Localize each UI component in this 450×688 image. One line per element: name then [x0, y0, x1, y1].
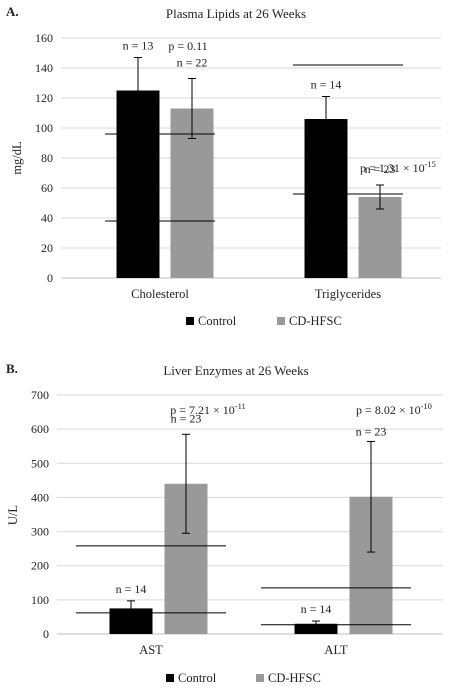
- y-tick-label: 160: [35, 31, 53, 45]
- y-tick-label: 100: [35, 121, 53, 135]
- bar-control-alt: [294, 623, 338, 634]
- y-tick-label: 0: [43, 627, 49, 641]
- y-tick-label: 140: [35, 61, 53, 75]
- x-category-label: AST: [139, 643, 163, 657]
- x-category-label: ALT: [324, 643, 348, 657]
- y-tick-label: 300: [31, 525, 49, 539]
- n-label: n = 14: [311, 78, 342, 92]
- panel-b-legend: Control CD-HFSC: [166, 671, 321, 685]
- y-tick-label: 40: [41, 211, 53, 225]
- y-tick-label: 0: [47, 271, 53, 285]
- panel-b-label: B.: [6, 361, 18, 376]
- legend-swatch-cd-hfsc: [256, 674, 264, 682]
- panel-a: A. Plasma Lipids at 26 Weeks mg/dL 0 20 40…: [6, 4, 441, 328]
- panel-a-title: Plasma Lipids at 26 Weeks: [166, 6, 306, 21]
- x-category-label: Triglycerides: [315, 287, 381, 301]
- legend-swatch-control: [186, 317, 194, 325]
- n-label: n = 23: [171, 411, 202, 425]
- y-tick-label: 400: [31, 490, 49, 504]
- y-tick-label: 100: [31, 593, 49, 607]
- y-tick-label: 700: [31, 388, 49, 402]
- panel-a-label: A.: [6, 4, 19, 19]
- n-label: n = 23: [365, 162, 396, 176]
- p-value-label: p = 8.02 × 10-10: [356, 401, 432, 417]
- n-label: n = 14: [116, 582, 147, 596]
- panel-a-y-axis-label: mg/dL: [10, 141, 24, 174]
- y-tick-label: 500: [31, 456, 49, 470]
- p-value-label: p = 0.11: [168, 39, 207, 53]
- panel-b-plot: 0 100 200 300 400 500 600 700 n = 14 n = 14 n = 23…: [31, 388, 443, 657]
- y-tick-label: 80: [41, 151, 53, 165]
- bar-control-triglycerides: [304, 119, 348, 278]
- n-label: n = 13: [123, 39, 154, 53]
- p-value-label: p = 7.21 × 10-11: [170, 401, 246, 417]
- panel-b: B. Liver Enzymes at 26 Weeks U/L 0 100 200…: [6, 361, 443, 685]
- y-tick-label: 20: [41, 241, 53, 255]
- y-tick-label: 120: [35, 91, 53, 105]
- panel-a-plot: 0 20 40 60 80 100 120 140 160 n = 13 n = 14 n = 22 n…: [35, 31, 441, 301]
- legend-swatch-control: [166, 674, 174, 682]
- bar-cd-hfsc-triglycerides: [358, 197, 402, 278]
- n-label: n = 23: [356, 424, 387, 438]
- p-value-label: p = 1.31 × 10-15: [360, 159, 436, 175]
- x-category-label: Cholesterol: [131, 287, 189, 301]
- legend-label-control: Control: [178, 671, 217, 685]
- y-tick-label: 600: [31, 422, 49, 436]
- legend-label-cd-hfsc: CD-HFSC: [268, 671, 321, 685]
- n-label: n = 22: [177, 56, 208, 70]
- y-tick-label: 200: [31, 559, 49, 573]
- n-label: n = 14: [301, 602, 332, 616]
- legend-label-cd-hfsc: CD-HFSC: [289, 314, 342, 328]
- panel-b-y-axis-label: U/L: [6, 505, 20, 525]
- y-tick-label: 60: [41, 181, 53, 195]
- panel-a-legend: Control CD-HFSC: [186, 314, 342, 328]
- legend-label-control: Control: [198, 314, 237, 328]
- panel-b-title: Liver Enzymes at 26 Weeks: [163, 363, 308, 378]
- legend-swatch-cd-hfsc: [277, 317, 285, 325]
